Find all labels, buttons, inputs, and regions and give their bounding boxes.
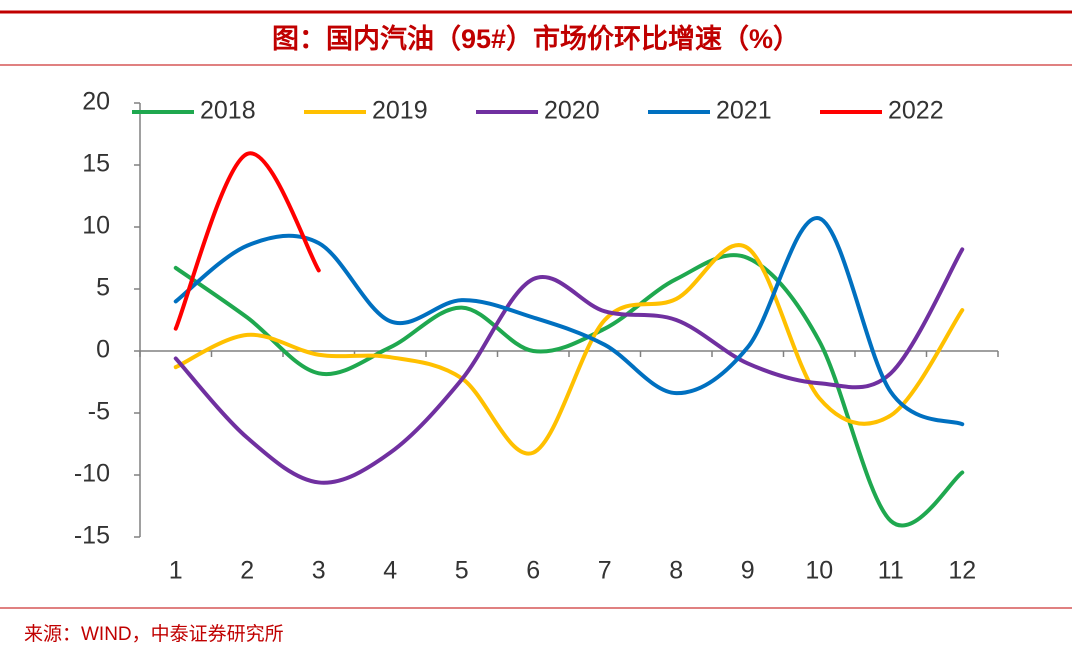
x-tick-label: 11 [878,557,904,585]
x-tick-label: 6 [526,557,540,585]
legend-label: 2020 [544,97,600,125]
series-line [173,216,965,427]
legend-label: 2022 [888,97,944,125]
x-tick-label: 7 [598,557,612,585]
series-line [173,247,965,485]
legend-label: 2018 [200,97,256,125]
y-tick-label: -15 [74,522,110,550]
y-tick-label: 20 [82,88,110,116]
x-tick-label: 4 [383,557,397,585]
y-tick-label: -10 [74,460,110,488]
legend-label: 2019 [372,97,428,125]
y-tick-label: 15 [82,150,110,178]
series-line [173,243,965,456]
y-tick-label: 0 [96,336,110,364]
x-tick-label: 5 [455,557,469,585]
y-tick-label: 10 [82,212,110,240]
x-tick-label: 8 [669,557,683,585]
x-tick-label: 10 [805,557,833,585]
chart-title: 图：国内汽油（95#）市场价环比增速（%） [272,23,800,54]
y-tick-label: 5 [96,274,110,302]
source: 来源：WIND，中泰证券研究所 [24,623,284,645]
x-tick-label: 9 [741,557,755,585]
series-line [173,151,321,331]
x-tick-label: 2 [240,557,254,585]
legend-label: 2021 [716,97,772,125]
x-tick-label: 12 [948,557,976,585]
x-tick-label: 1 [169,557,183,585]
x-tick-label: 3 [312,557,326,585]
y-tick-label: -5 [88,398,110,426]
